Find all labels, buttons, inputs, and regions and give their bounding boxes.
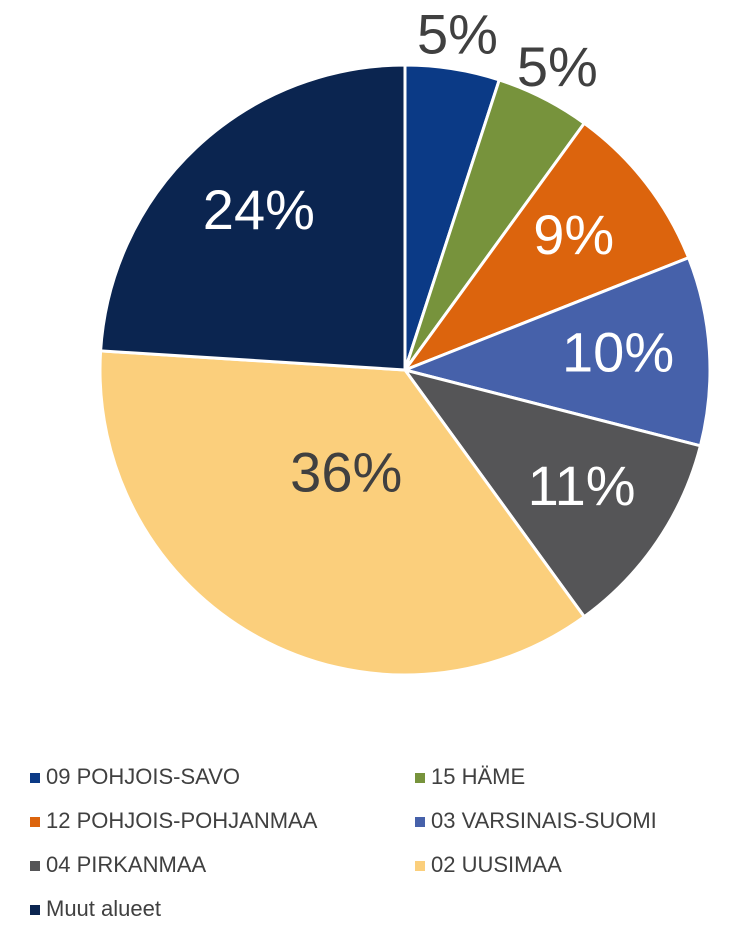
data-label: 11%	[528, 454, 636, 517]
pie-slice	[400, 121, 691, 374]
data-label: 5%	[417, 2, 498, 65]
legend-swatch	[415, 817, 425, 827]
pie-slice	[98, 349, 587, 677]
legend-label: Muut alueet	[46, 896, 161, 921]
legend-label: 15 HÄME	[431, 764, 525, 789]
legend-swatch	[30, 861, 40, 871]
legend-label: 09 POHJOIS-SAVO	[46, 764, 240, 789]
legend-label: 02 UUSIMAA	[431, 852, 562, 877]
pie-slice	[400, 255, 712, 448]
legend-swatch	[415, 861, 425, 871]
legend-swatch	[415, 773, 425, 783]
legend-label: 04 PIRKANMAA	[46, 852, 206, 877]
data-label: 9%	[533, 203, 614, 266]
pie-slice	[99, 63, 407, 372]
data-label: 5%	[517, 35, 598, 98]
pie-slice	[401, 367, 703, 619]
legend-swatch	[30, 817, 40, 827]
legend-swatch	[30, 773, 40, 783]
data-label: 24%	[203, 178, 315, 241]
data-label: 10%	[562, 320, 674, 383]
legend-label: 03 VARSINAIS-SUOMI	[431, 808, 657, 833]
legend-label: 12 POHJOIS-POHJANMAA	[46, 808, 318, 833]
data-label: 36%	[290, 441, 402, 504]
legend-swatch	[30, 905, 40, 915]
